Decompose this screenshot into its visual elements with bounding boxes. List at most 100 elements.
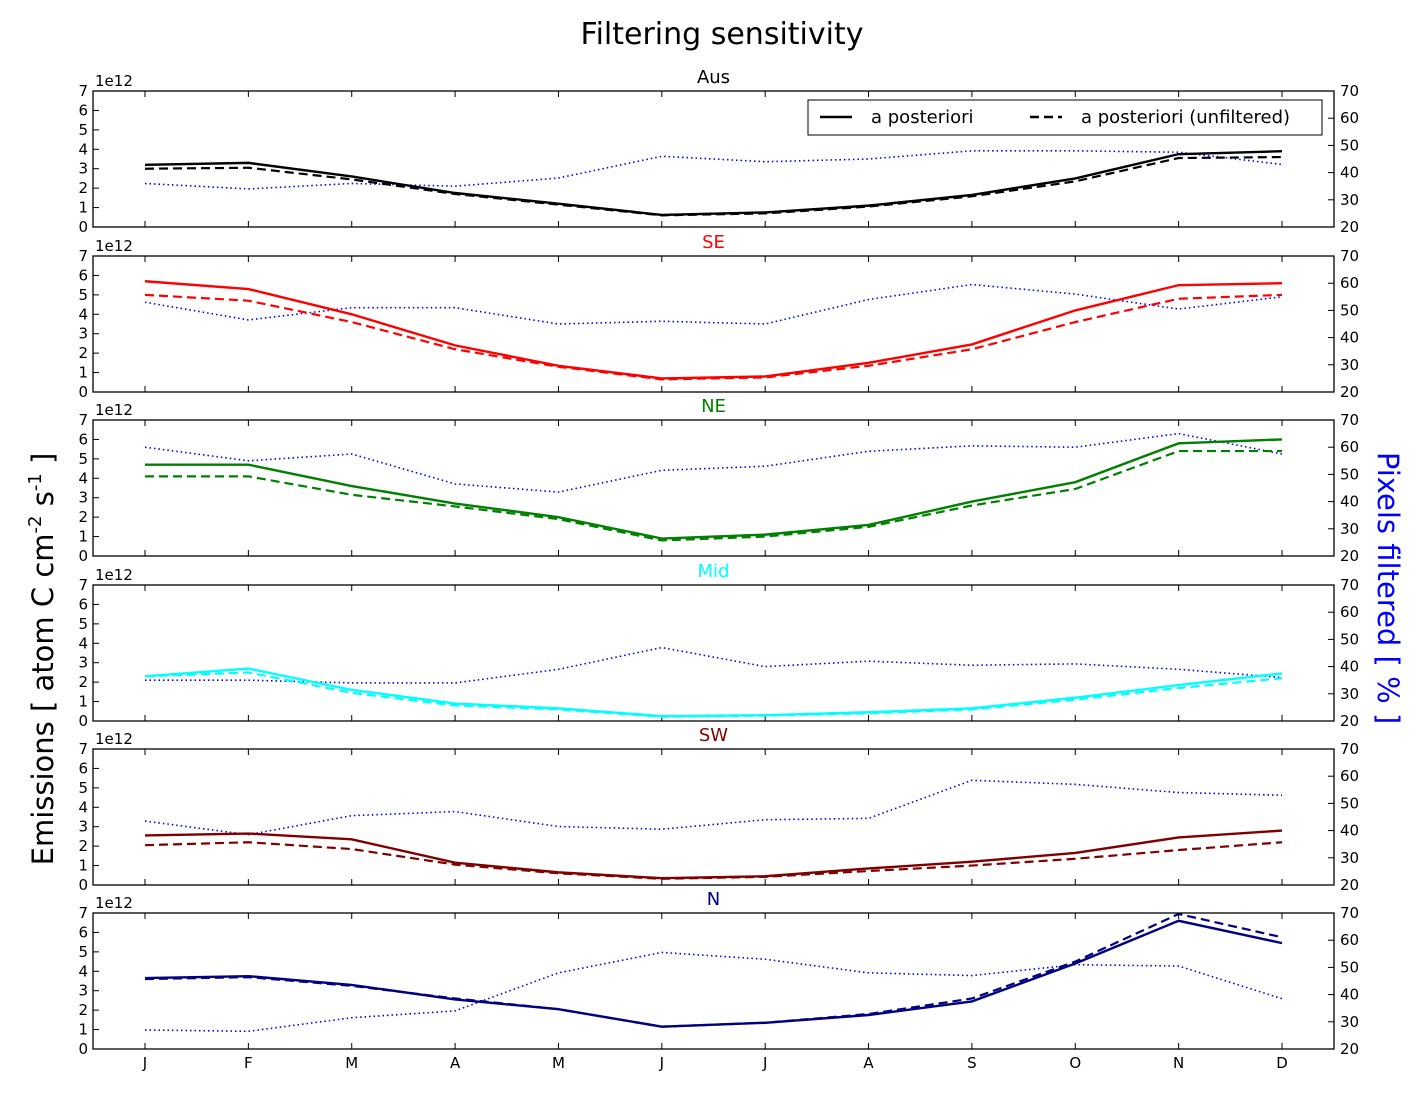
- x-tick-label: M: [345, 1054, 358, 1072]
- left-axis-label-end: ]: [26, 453, 60, 474]
- right-axis-label: Pixels filtered [ % ]: [1371, 452, 1405, 724]
- legend: a posteriori a posteriori (unfiltered): [807, 99, 1323, 136]
- right-tick-label: 20: [1340, 876, 1359, 894]
- left-tick-label: 4: [78, 305, 88, 323]
- x-tick-label: F: [244, 1054, 253, 1072]
- panel-frame: [92, 90, 1335, 228]
- right-tick-label: 60: [1340, 274, 1359, 292]
- left-tick-label: 2: [78, 179, 88, 197]
- left-tick-label: 1: [78, 528, 88, 546]
- a-posteriori-unfiltered-line: [144, 293, 1283, 381]
- left-axis-label-main: Emissions [ atom C cm: [26, 533, 60, 865]
- right-tick-label: 50: [1340, 958, 1359, 976]
- left-tick-label: 5: [78, 121, 88, 139]
- left-tick-label: 1: [78, 693, 88, 711]
- right-tick-label: 70: [1340, 411, 1359, 429]
- right-tick-label: 40: [1340, 164, 1359, 182]
- a-posteriori-unfiltered-line: [145, 449, 1282, 542]
- left-tick-label: 4: [78, 798, 88, 816]
- left-offset-label: 1e12: [95, 72, 133, 90]
- pixels-filtered-line: [145, 646, 1283, 684]
- left-tick-label: 3: [78, 818, 88, 836]
- left-tick-label: 6: [78, 430, 88, 448]
- x-tick-label: J: [142, 1054, 147, 1072]
- a-posteriori-unfiltered-line: [144, 841, 1283, 880]
- a-posteriori-line: [144, 667, 1283, 718]
- left-tick-label: 0: [78, 876, 88, 894]
- right-tick-label: 30: [1340, 520, 1359, 538]
- left-tick-label: 1: [78, 1021, 88, 1039]
- legend-label-a-posteriori: a posteriori: [871, 107, 974, 128]
- left-offset-label: 1e12: [95, 566, 133, 584]
- a-posteriori-unfiltered-line: [144, 671, 1283, 718]
- right-tick-label: 20: [1340, 547, 1359, 565]
- panel-sw: SW 1e12 01 23 45 67 20 30 40 50 60 70: [78, 725, 1359, 894]
- left-tick-label: 5: [78, 450, 88, 468]
- right-tick-label: 60: [1340, 931, 1359, 949]
- right-tick-label: 20: [1340, 712, 1359, 730]
- left-tick-label: 7: [78, 740, 88, 758]
- panel-title: NE: [701, 396, 726, 417]
- left-tick-label: 3: [78, 160, 88, 178]
- left-tick-label: 0: [78, 218, 88, 236]
- left-tick-label: 1: [78, 199, 88, 217]
- left-tick-label: 2: [78, 837, 88, 855]
- right-tick-label: 50: [1340, 794, 1359, 812]
- left-tick-label: 1: [78, 857, 88, 875]
- panel-mid: Mid 1e12 01 23 45 67 20 30 40 50 60 70: [78, 561, 1359, 730]
- pixels-filtered-line: [144, 432, 1283, 493]
- right-tick-label: 60: [1340, 767, 1359, 785]
- x-tick-label: M: [552, 1054, 565, 1072]
- left-tick-label: 5: [78, 286, 88, 304]
- legend-label-a-posteriori-unfiltered: a posteriori (unfiltered): [1081, 107, 1290, 128]
- right-tick-label: 20: [1340, 1040, 1359, 1058]
- right-tick-label: 40: [1340, 493, 1359, 511]
- right-tick-label: 70: [1340, 576, 1359, 594]
- left-offset-label: 1e12: [95, 894, 133, 912]
- left-tick-label: 2: [78, 673, 88, 691]
- right-tick-label: 30: [1340, 191, 1359, 209]
- left-tick-label: 7: [78, 411, 88, 429]
- right-tick-label: 20: [1340, 218, 1359, 236]
- x-tick-label: J: [659, 1054, 664, 1072]
- panel-title: SE: [702, 232, 725, 253]
- left-axis-label: Emissions [ atom C cm-2 s-1 ]: [25, 453, 60, 866]
- left-tick-label: 0: [78, 1040, 88, 1058]
- x-tick-label: A: [450, 1054, 461, 1072]
- left-tick-label: 7: [78, 904, 88, 922]
- panel-frame: [92, 255, 1335, 393]
- left-tick-label: 6: [78, 923, 88, 941]
- legend-box: [807, 99, 1323, 136]
- left-offset-label: 1e12: [95, 401, 133, 419]
- left-tick-label: 7: [78, 82, 88, 100]
- x-tick-label: D: [1276, 1054, 1288, 1072]
- left-tick-label: 3: [78, 654, 88, 672]
- left-offset-label: 1e12: [95, 237, 133, 255]
- left-offset-label: 1e12: [95, 730, 133, 748]
- left-tick-label: 0: [78, 383, 88, 401]
- right-tick-label: 30: [1340, 1013, 1359, 1031]
- right-tick-label: 50: [1340, 136, 1359, 154]
- left-tick-label: 2: [78, 344, 88, 362]
- right-tick-label: 70: [1340, 904, 1359, 922]
- a-posteriori-line: [144, 150, 1283, 217]
- left-tick-label: 3: [78, 325, 88, 343]
- panel-title: N: [707, 889, 720, 910]
- left-tick-label: 6: [78, 595, 88, 613]
- right-tick-label: 30: [1340, 849, 1359, 867]
- x-tick-label: N: [1173, 1054, 1184, 1072]
- left-tick-label: 3: [78, 489, 88, 507]
- left-tick-label: 2: [78, 1001, 88, 1019]
- panel-ne: NE 1e12 01 23 45 67 20 30 40 50 60 70: [78, 396, 1359, 565]
- panel-frame: [92, 912, 1335, 1050]
- right-tick-label: 70: [1340, 82, 1359, 100]
- pixels-filtered-line: [144, 283, 1283, 325]
- a-posteriori-line: [144, 829, 1283, 880]
- chart-title: Filtering sensitivity: [581, 17, 864, 52]
- x-tick-label: J: [762, 1054, 767, 1072]
- left-tick-label: 5: [78, 943, 88, 961]
- right-tick-label: 20: [1340, 383, 1359, 401]
